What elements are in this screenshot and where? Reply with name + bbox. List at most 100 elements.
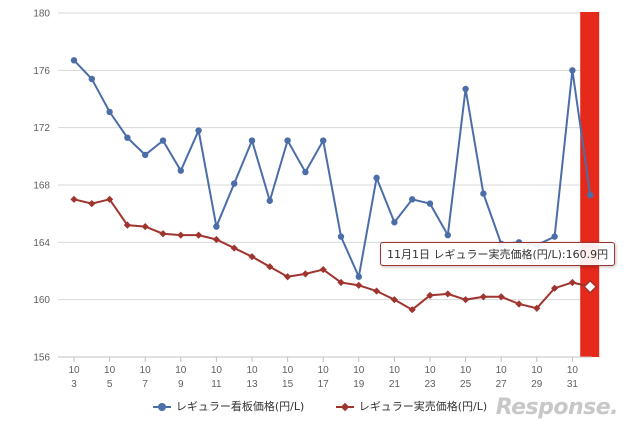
data-point[interactable] bbox=[70, 57, 78, 64]
x-tick-label-day: 5 bbox=[107, 379, 113, 390]
data-tooltip: 11月1日 レギュラー実売価格(円/L):160.9円 bbox=[380, 241, 616, 266]
data-point[interactable] bbox=[409, 196, 416, 203]
y-tick-label: 172 bbox=[33, 123, 50, 134]
data-point[interactable] bbox=[123, 221, 131, 229]
x-tick-label-month: 10 bbox=[104, 365, 116, 376]
data-point[interactable] bbox=[159, 137, 167, 144]
data-point[interactable] bbox=[88, 75, 96, 83]
legend-swatch-actual-icon bbox=[335, 402, 354, 412]
data-point[interactable] bbox=[444, 290, 452, 298]
data-point[interactable] bbox=[231, 180, 238, 187]
x-tick-label-month: 10 bbox=[460, 365, 472, 376]
x-tick-label-month: 10 bbox=[282, 365, 294, 376]
data-point[interactable] bbox=[106, 195, 114, 203]
x-tick-label-month: 10 bbox=[496, 365, 508, 376]
data-point[interactable] bbox=[124, 134, 131, 141]
data-point[interactable] bbox=[320, 137, 327, 144]
data-point[interactable] bbox=[142, 151, 149, 159]
data-point[interactable] bbox=[462, 85, 469, 93]
x-tick-label-day: 25 bbox=[460, 379, 472, 390]
data-point[interactable] bbox=[390, 296, 398, 304]
data-point[interactable] bbox=[408, 306, 416, 314]
x-tick-label-day: 17 bbox=[318, 379, 330, 390]
hovered-data-point[interactable] bbox=[583, 279, 598, 294]
x-tick-label-day: 21 bbox=[389, 379, 401, 390]
data-point[interactable] bbox=[302, 168, 309, 176]
data-point[interactable] bbox=[301, 270, 309, 278]
y-tick-label: 180 bbox=[33, 9, 50, 20]
data-point[interactable] bbox=[426, 200, 434, 207]
response-watermark-logo: Response. bbox=[495, 395, 619, 420]
legend: レギュラー看板価格(円/L) レギュラー実売価格(円/L) bbox=[0, 398, 640, 414]
x-tick-label-day: 27 bbox=[496, 379, 508, 390]
x-tick-label-month: 10 bbox=[68, 365, 80, 376]
x-tick-label-month: 10 bbox=[353, 365, 365, 376]
x-tick-label-day: 31 bbox=[567, 379, 579, 390]
data-point[interactable] bbox=[266, 197, 273, 204]
data-point[interactable] bbox=[391, 219, 398, 226]
data-point[interactable] bbox=[337, 233, 345, 240]
x-tick-label-day: 3 bbox=[71, 379, 77, 390]
data-point[interactable] bbox=[106, 108, 113, 116]
data-point[interactable] bbox=[480, 190, 487, 197]
data-point[interactable] bbox=[177, 167, 184, 174]
data-point[interactable] bbox=[195, 231, 203, 239]
x-tick-label-day: 29 bbox=[531, 379, 543, 390]
data-point[interactable] bbox=[373, 174, 380, 182]
data-point[interactable] bbox=[479, 293, 487, 301]
legend-item-actual-price[interactable]: レギュラー実売価格(円/L) bbox=[335, 398, 488, 414]
data-point[interactable] bbox=[266, 263, 274, 271]
data-point[interactable] bbox=[213, 223, 220, 230]
data-point[interactable] bbox=[230, 244, 238, 252]
data-point[interactable] bbox=[355, 281, 363, 289]
data-point[interactable] bbox=[444, 231, 451, 239]
legend-label-signboard: レギュラー看板価格(円/L) bbox=[175, 400, 305, 413]
x-tick-label-day: 9 bbox=[178, 379, 184, 390]
data-point[interactable] bbox=[587, 191, 594, 199]
x-tick-label-month: 10 bbox=[424, 365, 436, 376]
x-tick-label-day: 7 bbox=[142, 379, 148, 390]
data-point[interactable] bbox=[355, 273, 362, 280]
data-point[interactable] bbox=[569, 67, 576, 74]
x-tick-label-day: 15 bbox=[282, 379, 294, 390]
data-point[interactable] bbox=[337, 278, 345, 287]
x-tick-label-day: 19 bbox=[353, 379, 365, 390]
data-point[interactable] bbox=[515, 300, 523, 308]
data-point[interactable] bbox=[497, 293, 505, 301]
x-tick-label-month: 10 bbox=[175, 365, 187, 376]
axes: 156 160 164 168 172 176 180 10 3 10 5 10 7 10 9 10 11 10 1… bbox=[33, 9, 592, 390]
data-point[interactable] bbox=[568, 278, 576, 287]
data-point[interactable] bbox=[462, 296, 470, 304]
x-tick-label-day: 11 bbox=[211, 379, 222, 390]
data-point[interactable] bbox=[533, 304, 541, 312]
data-point[interactable] bbox=[212, 235, 220, 244]
x-tick-label-day: 13 bbox=[246, 379, 258, 390]
data-point[interactable] bbox=[195, 127, 202, 134]
x-tick-label-month: 10 bbox=[318, 365, 330, 376]
legend-label-actual: レギュラー実売価格(円/L) bbox=[358, 400, 488, 413]
x-tick-label-month: 10 bbox=[140, 365, 152, 376]
series-line-1 bbox=[73, 198, 591, 311]
data-point[interactable] bbox=[284, 273, 292, 281]
x-tick-label-month: 10 bbox=[567, 365, 579, 376]
data-point[interactable] bbox=[319, 265, 327, 274]
data-point[interactable] bbox=[159, 230, 167, 238]
data-point[interactable] bbox=[284, 137, 291, 144]
data-point[interactable] bbox=[141, 222, 149, 231]
legend-swatch-signboard-icon bbox=[152, 402, 171, 412]
data-point[interactable] bbox=[248, 253, 256, 261]
data-point[interactable] bbox=[426, 291, 434, 299]
data-point[interactable] bbox=[551, 233, 558, 240]
y-tick-label: 176 bbox=[33, 66, 50, 77]
y-tick-label: 164 bbox=[33, 238, 50, 249]
data-point[interactable] bbox=[551, 284, 559, 292]
data-point[interactable] bbox=[177, 231, 185, 239]
legend-item-signboard-price[interactable]: レギュラー看板価格(円/L) bbox=[152, 398, 305, 414]
data-point[interactable] bbox=[373, 287, 381, 295]
y-tick-label: 156 bbox=[33, 353, 50, 364]
data-point[interactable] bbox=[88, 200, 96, 208]
data-point[interactable] bbox=[248, 137, 256, 144]
y-tick-label: 168 bbox=[33, 181, 50, 192]
line-chart: 156 160 164 168 172 176 180 10 3 10 5 10 7 10 9 10 11 10 1… bbox=[33, 9, 600, 390]
data-point[interactable] bbox=[70, 195, 78, 203]
